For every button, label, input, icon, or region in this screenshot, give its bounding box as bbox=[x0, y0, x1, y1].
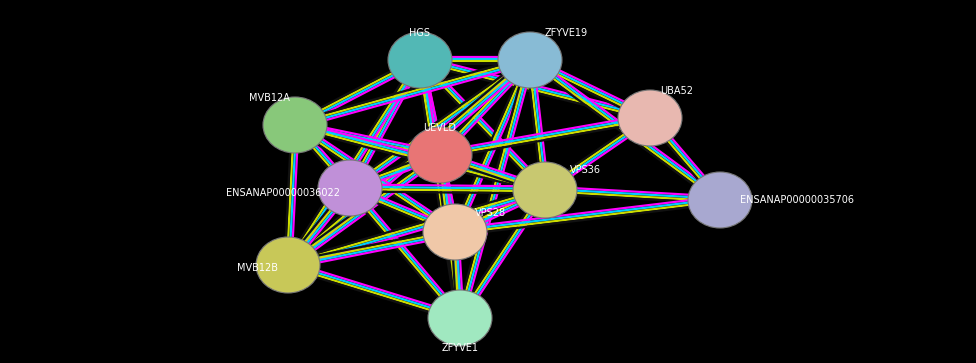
Text: ENSANAP00000035706: ENSANAP00000035706 bbox=[740, 195, 854, 205]
Ellipse shape bbox=[408, 127, 472, 183]
Ellipse shape bbox=[388, 32, 452, 88]
Ellipse shape bbox=[618, 90, 682, 146]
Text: VPS36: VPS36 bbox=[570, 165, 601, 175]
Ellipse shape bbox=[256, 237, 320, 293]
Text: VPS28: VPS28 bbox=[475, 208, 507, 218]
Ellipse shape bbox=[423, 204, 487, 260]
Text: ZFYVE1: ZFYVE1 bbox=[441, 343, 478, 353]
Ellipse shape bbox=[318, 160, 382, 216]
Text: ENSANAP00000036022: ENSANAP00000036022 bbox=[226, 188, 340, 198]
Text: HGS: HGS bbox=[410, 28, 430, 38]
Text: UBA52: UBA52 bbox=[660, 86, 693, 96]
Text: ZFYVE19: ZFYVE19 bbox=[545, 28, 589, 38]
Ellipse shape bbox=[688, 172, 752, 228]
Text: MVB12A: MVB12A bbox=[249, 93, 290, 103]
Ellipse shape bbox=[428, 290, 492, 346]
Ellipse shape bbox=[263, 97, 327, 153]
Text: UEVLD: UEVLD bbox=[424, 123, 457, 133]
Text: MVB12B: MVB12B bbox=[237, 263, 278, 273]
Ellipse shape bbox=[498, 32, 562, 88]
Ellipse shape bbox=[513, 162, 577, 218]
